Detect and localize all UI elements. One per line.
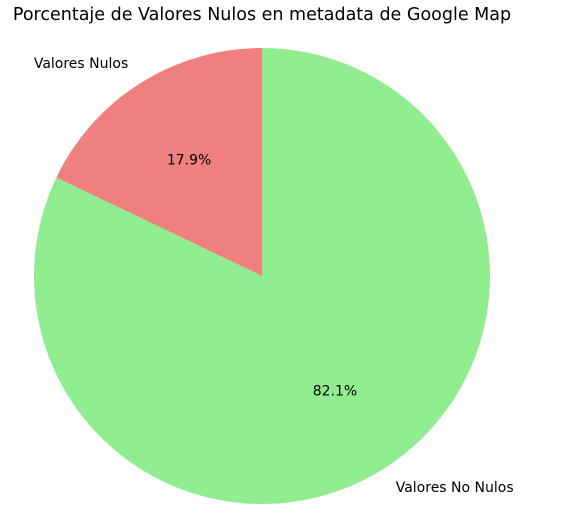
- slice-label-2: Valores No Nulos: [396, 480, 514, 496]
- pie-labels: Valores Nulos 17.9% Valores No Nulos 82.1%: [34, 56, 514, 496]
- chart-title: Porcentaje de Valores Nulos en metadata …: [13, 5, 511, 25]
- pie-slice-2: [33, 48, 490, 504]
- pct-label-1: 17.9%: [167, 152, 211, 168]
- pie-slices: [33, 48, 490, 504]
- pct-label-2: 82.1%: [313, 384, 357, 400]
- pie-slice-1: [56, 48, 263, 276]
- slice-label-1: Valores Nulos: [34, 56, 128, 72]
